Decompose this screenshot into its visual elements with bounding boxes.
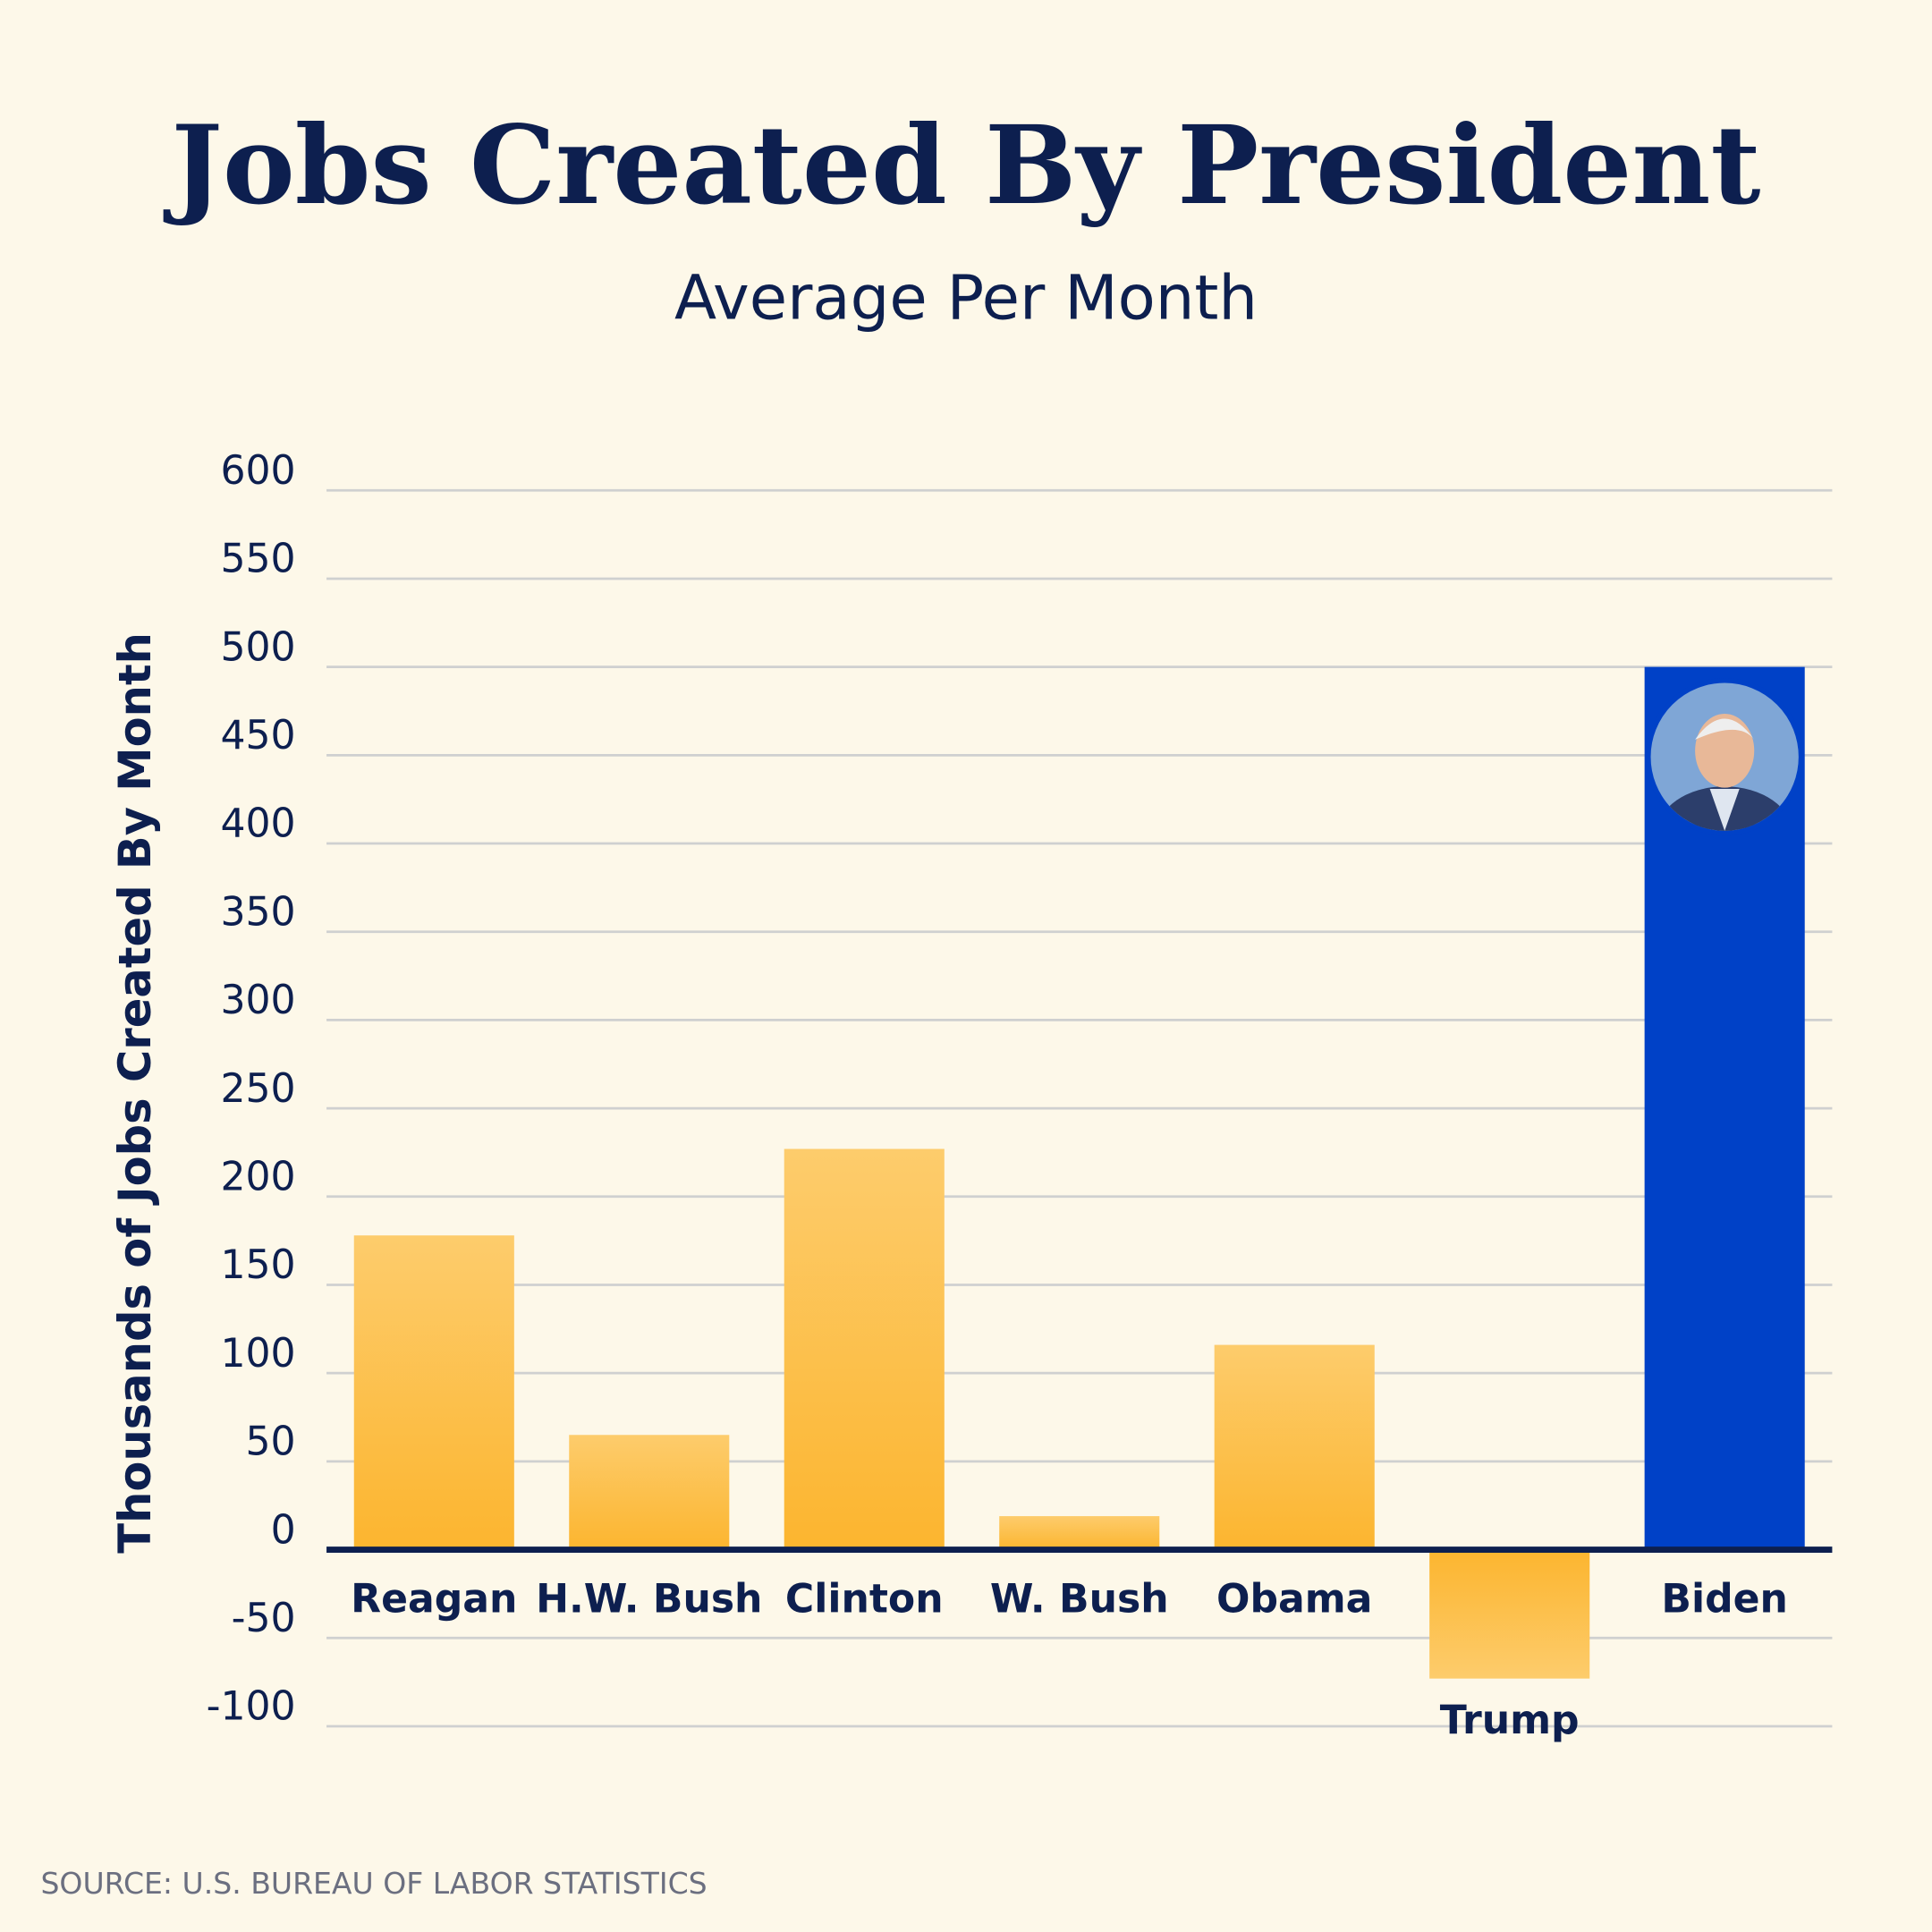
chart-title: Jobs Created By President — [163, 101, 1760, 229]
y-tick-label: 50 — [246, 1419, 296, 1465]
x-tick-label: Clinton — [785, 1576, 944, 1622]
portrait-figure — [1657, 713, 1792, 831]
bar — [1429, 1549, 1590, 1679]
y-tick-label: 450 — [220, 713, 295, 758]
y-tick-label: -50 — [232, 1596, 296, 1641]
y-tick-label: 250 — [220, 1066, 295, 1112]
bar — [999, 1516, 1160, 1550]
y-tick-label: 300 — [220, 978, 295, 1023]
bar — [569, 1435, 730, 1550]
y-tick-label: 200 — [220, 1155, 295, 1200]
y-tick-label: 100 — [220, 1331, 295, 1377]
chart-subtitle: Average Per Month — [674, 263, 1258, 335]
x-tick-label: Obama — [1216, 1576, 1372, 1622]
bar — [784, 1148, 945, 1550]
y-tick-label: 400 — [220, 801, 295, 847]
y-tick-label: -100 — [207, 1684, 296, 1730]
portrait — [1646, 678, 1804, 836]
portrait-shirt — [1709, 789, 1740, 831]
y-tick-label: 500 — [220, 624, 295, 670]
bar — [1214, 1344, 1375, 1550]
portrait-body — [1657, 786, 1792, 831]
portrait-hair — [1695, 718, 1755, 740]
y-tick-label: 550 — [220, 537, 295, 582]
y-tick-label: 600 — [220, 448, 295, 494]
bar — [353, 1235, 514, 1550]
source: SOURCE: U.S. BUREAU OF LABOR STATISTICS — [40, 1866, 707, 1901]
x-tick-label: Trump — [1440, 1698, 1580, 1743]
y-axis-label: Thousands of Jobs Created By Month — [109, 632, 161, 1554]
x-tick-label: Biden — [1661, 1576, 1788, 1622]
y-tick-label: 350 — [220, 889, 295, 935]
x-tick-label: Reagan — [351, 1576, 517, 1622]
y-tick-label: 0 — [271, 1507, 296, 1553]
x-tick-label: H.W. Bush — [536, 1576, 762, 1622]
x-tick-label: W. Bush — [990, 1576, 1169, 1622]
y-tick-label: 150 — [220, 1242, 295, 1288]
